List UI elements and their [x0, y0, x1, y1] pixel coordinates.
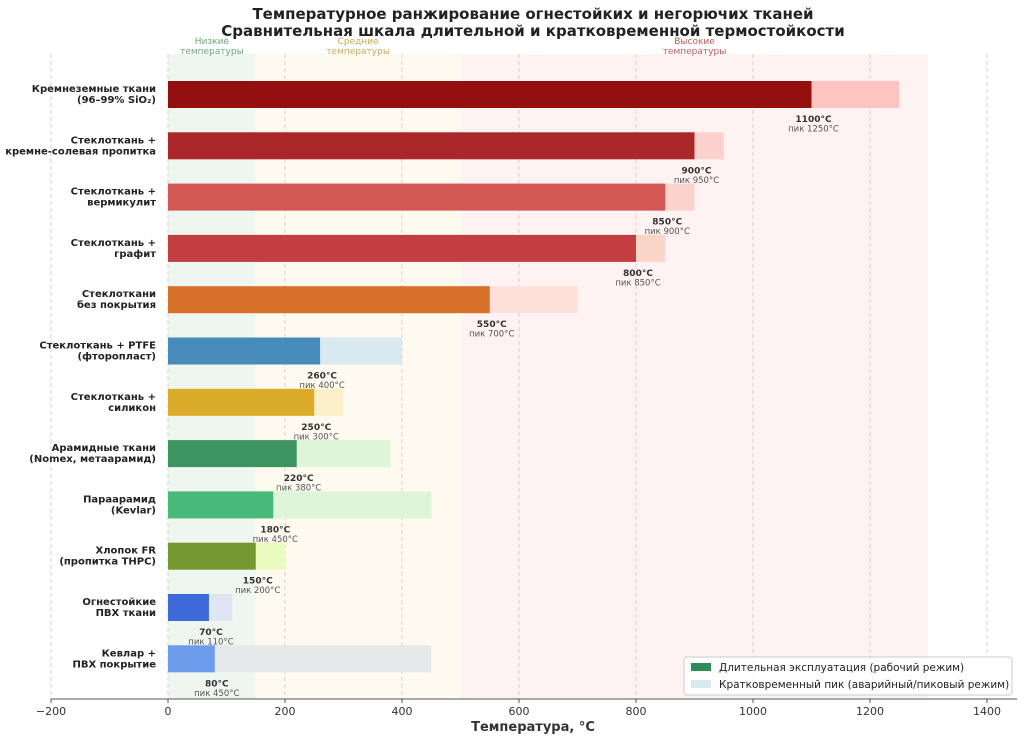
zone-label-2-0: Высокие: [674, 37, 715, 47]
peak-label-6: пик 300°C: [294, 432, 339, 442]
bar-continuous-7: [168, 440, 297, 468]
x-tick-label-4: 600: [509, 705, 530, 718]
zone-label-2-1: температуры: [663, 47, 727, 57]
x-tick-label-0: −200: [36, 705, 66, 718]
category-label-11-0: Кевлар +: [102, 648, 156, 659]
value-label-10: 70°C: [199, 628, 223, 638]
category-label-7-0: Арамидные ткани: [52, 443, 156, 454]
x-tick-label-7: 1200: [856, 705, 884, 718]
value-label-8: 180°C: [260, 525, 290, 535]
legend-label-continuous: Длительная эксплуатация (рабочий режим): [719, 662, 964, 674]
x-tick-label-6: 1000: [739, 705, 767, 718]
bar-continuous-4: [168, 286, 490, 314]
value-label-1: 900°C: [682, 166, 712, 176]
legend-swatch-continuous: [691, 663, 711, 671]
category-label-6-1: силикон: [108, 403, 156, 414]
category-label-9-0: Хлопок FR: [96, 546, 157, 557]
category-label-0-0: Кремнеземные ткани: [32, 84, 156, 95]
peak-label-11: пик 450°C: [194, 689, 239, 699]
x-tick-label-2: 200: [275, 705, 296, 718]
legend: Длительная эксплуатация (рабочий режим) …: [683, 656, 1013, 696]
x-tick-label-5: 800: [626, 705, 647, 718]
chart-subtitle: Сравнительная шкала длительной и кратков…: [221, 22, 845, 40]
category-label-5-0: Стеклоткань + PTFE: [39, 341, 156, 352]
category-label-2-0: Стеклоткань +: [71, 187, 156, 198]
value-label-6: 250°C: [301, 423, 331, 433]
peak-label-1: пик 950°C: [674, 176, 719, 186]
peak-label-5: пик 400°C: [299, 381, 344, 391]
value-label-4: 550°C: [477, 320, 507, 330]
category-label-9-1: (пропитка THPC): [59, 557, 156, 568]
peak-label-9: пик 200°C: [235, 586, 280, 596]
value-label-9: 150°C: [243, 577, 273, 587]
zone-label-1-0: Средние: [338, 37, 379, 47]
x-axis-title: Температура, °C: [471, 720, 595, 735]
peak-label-0: пик 1250°C: [788, 125, 839, 135]
peak-label-4: пик 700°C: [469, 330, 514, 340]
bar-continuous-5: [168, 337, 321, 365]
category-label-2-1: вермикулит: [87, 198, 156, 209]
category-label-8-1: (Kevlar): [111, 505, 156, 516]
peak-label-10: пик 110°C: [188, 638, 233, 648]
value-label-11: 80°C: [205, 679, 229, 689]
bar-continuous-3: [168, 234, 636, 262]
x-tick-label-1: 0: [165, 705, 172, 718]
peak-label-8: пик 450°C: [253, 535, 298, 545]
value-label-2: 850°C: [652, 218, 682, 228]
zone-band-0: [168, 54, 256, 699]
bar-continuous-8: [168, 491, 274, 519]
labels-layer: Кремнеземные ткани(96–99% SiO₂)1100°Cпик…: [5, 84, 839, 699]
category-label-4-1: без покрытия: [77, 299, 156, 311]
zone-label-1-1: температуры: [326, 47, 390, 57]
category-label-1-0: Стеклоткань +: [71, 135, 156, 146]
bar-continuous-11: [168, 645, 215, 673]
category-label-6-0: Стеклоткань +: [71, 392, 156, 403]
category-label-4-0: Стеклоткани: [82, 289, 156, 300]
category-label-10-1: ПВХ ткани: [96, 608, 156, 619]
bar-continuous-9: [168, 542, 256, 570]
category-label-10-0: Огнестойкие: [82, 597, 156, 608]
peak-label-2: пик 900°C: [645, 227, 690, 237]
zones-layer: НизкиетемпературыСредниетемпературыВысок…: [168, 37, 929, 699]
category-label-7-1: (Nomex, метаарамид): [29, 454, 156, 465]
bar-continuous-1: [168, 132, 695, 160]
x-tick-label-8: 1400: [973, 705, 1001, 718]
bars-layer: [168, 81, 900, 673]
category-label-0-1: (96–99% SiO₂): [77, 95, 156, 106]
zone-label-0-1: температуры: [180, 47, 244, 57]
zone-band-1: [255, 54, 461, 699]
value-label-3: 800°C: [623, 269, 653, 279]
legend-box: [683, 656, 1013, 696]
legend-swatch-peak: [691, 680, 711, 688]
bar-continuous-2: [168, 183, 666, 211]
grid-layer: [50, 54, 988, 699]
bar-continuous-0: [168, 81, 812, 108]
chart-title: Температурное ранжирование огнестойких и…: [252, 5, 813, 23]
bar-continuous-6: [168, 388, 315, 416]
value-label-7: 220°C: [284, 474, 314, 484]
value-label-5: 260°C: [307, 372, 337, 382]
axis-layer: −200 0 200 400 600 800 1000 1200 1400: [36, 698, 1017, 718]
category-label-5-1: (фторопласт): [78, 351, 156, 363]
bar-continuous-10: [168, 594, 209, 621]
category-label-11-1: ПВХ покрытие: [72, 659, 156, 670]
peak-label-7: пик 380°C: [276, 484, 321, 494]
category-label-3-0: Стеклоткань +: [71, 238, 156, 249]
category-label-8-0: Параарамид: [83, 494, 156, 505]
zone-label-0-0: Низкие: [195, 37, 230, 47]
x-tick-label-3: 400: [392, 705, 413, 718]
peak-label-3: пик 850°C: [615, 278, 660, 288]
category-label-3-1: графит: [114, 248, 156, 260]
zone-band-2: [460, 54, 929, 699]
value-label-0: 1100°C: [795, 115, 832, 125]
legend-label-peak: Кратковременный пик (аварийный/пиковый р…: [719, 679, 1009, 691]
category-label-1-1: кремне-солевая пропитка: [5, 146, 156, 157]
